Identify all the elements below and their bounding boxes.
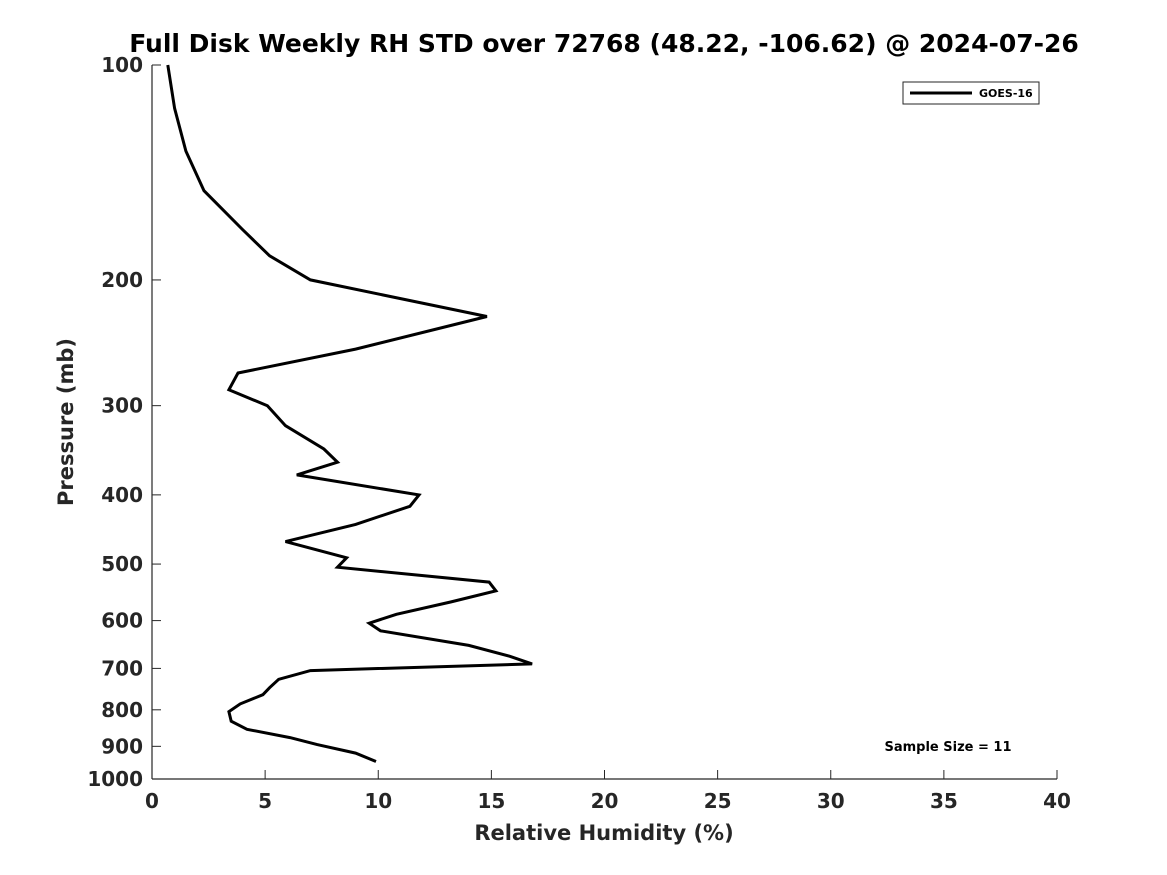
series-layer: [166, 64, 533, 763]
chart-title: Full Disk Weekly RH STD over 72768 (48.2…: [129, 29, 1079, 58]
x-tick-label: 40: [1043, 789, 1071, 813]
x-tick-label: 0: [145, 789, 159, 813]
y-tick-label: 600: [101, 609, 143, 633]
x-tick-label: 5: [258, 789, 272, 813]
x-axis-label: Relative Humidity (%): [474, 821, 733, 845]
y-tick-label: 500: [101, 552, 143, 576]
y-tick-label: 300: [101, 394, 143, 418]
series-line-goes-16: [166, 64, 533, 763]
x-tick-label: 25: [704, 789, 732, 813]
x-axis-ticks: 0 5 10 15 20 25 30 35 40: [145, 770, 1071, 813]
y-tick-label: 800: [101, 698, 143, 722]
sample-size-note: Sample Size = 11: [884, 740, 1011, 755]
x-tick-label: 30: [817, 789, 845, 813]
x-tick-label: 20: [591, 789, 619, 813]
y-axis-ticks: 100 200 300 400 500 600 700 800 900 1000: [87, 53, 161, 791]
x-tick-label: 10: [364, 789, 392, 813]
y-axis-label: Pressure (mb): [54, 338, 78, 506]
y-tick-label: 700: [101, 656, 143, 680]
y-tick-label: 900: [101, 734, 143, 758]
x-tick-label: 15: [477, 789, 505, 813]
y-tick-label: 100: [101, 53, 143, 77]
y-tick-label: 200: [101, 268, 143, 292]
y-tick-label: 1000: [87, 767, 143, 791]
y-tick-label: 400: [101, 483, 143, 507]
legend: GOES-16: [902, 81, 1040, 105]
legend-label: GOES-16: [979, 87, 1033, 100]
x-tick-label: 35: [930, 789, 958, 813]
